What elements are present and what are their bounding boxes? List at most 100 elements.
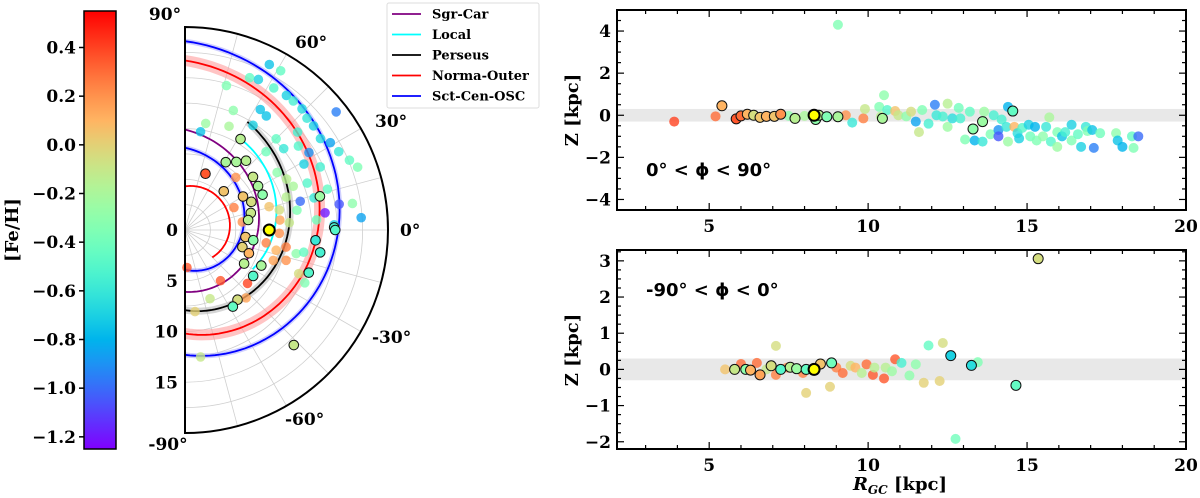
angular-gridline: [184, 33, 238, 231]
data-point: [882, 105, 893, 115]
data-point: [934, 375, 945, 386]
data-point: [832, 19, 843, 30]
data-point: [923, 340, 934, 351]
data-point: [937, 337, 948, 348]
polar-point: [284, 217, 295, 228]
polar-point: [264, 201, 274, 212]
polar-point: [271, 245, 281, 256]
polar-point: [228, 105, 239, 116]
data-point: [945, 350, 957, 362]
polar-point: [281, 255, 291, 266]
polar-point: [310, 234, 321, 246]
data-point: [917, 105, 928, 115]
legend-label: Sgr-Car: [432, 8, 488, 23]
data-point: [745, 364, 757, 376]
data-point: [858, 113, 869, 124]
data-point: [869, 362, 880, 373]
polar-point: [242, 214, 254, 226]
y-tick-label: 4: [599, 22, 611, 42]
polar-point: [325, 137, 336, 148]
top-y-axis-label: Z [kpc]: [562, 74, 583, 146]
polar-point: [182, 262, 192, 273]
x-tick-label: 10: [856, 456, 880, 476]
polar-point: [243, 247, 255, 259]
data-point: [964, 106, 975, 117]
polar-point: [261, 238, 272, 248]
data-point: [720, 364, 731, 375]
data-point: [1060, 127, 1071, 138]
polar-point: [221, 80, 232, 91]
angle-tick-label: -90°: [148, 435, 187, 455]
y-tick-label: 1: [599, 324, 611, 344]
x-axis-label-sub: GC: [868, 483, 888, 497]
polar-point: [311, 215, 322, 225]
polar-point: [356, 212, 366, 223]
polar-point: [253, 74, 264, 85]
polar-point: [275, 65, 286, 76]
polar-point: [190, 306, 200, 317]
angle-tick-label: 60°: [295, 33, 327, 53]
data-point: [861, 359, 872, 370]
data-point: [716, 100, 728, 112]
polar-point: [230, 172, 241, 183]
angular-gridline: [184, 53, 287, 231]
data-point: [789, 112, 801, 124]
data-point: [886, 366, 897, 377]
y-tick-label: −2: [585, 433, 611, 453]
polar-point: [200, 118, 211, 129]
data-point: [669, 116, 680, 127]
angular-gridline: [184, 177, 382, 231]
data-point: [1066, 119, 1077, 130]
colorbar: 0.4 0.2 0.0 −0.2 −0.4 −0.6 −0.8 −1.0 −1.2 [Fe/H]: [2, 10, 117, 450]
polar-point: [247, 270, 259, 282]
axes-frame: [616, 249, 1187, 450]
data-point: [969, 135, 980, 146]
radial-tick-label: 0: [166, 221, 178, 241]
polar-point: [347, 198, 358, 209]
data-point: [913, 127, 924, 138]
bottom-y-axis-label: Z [kpc]: [562, 314, 583, 386]
data-point: [1052, 141, 1063, 152]
data-point: [904, 370, 915, 381]
data-point: [1030, 121, 1041, 132]
top-panel: 5 10 15 20 −4 −2 0 2 4: [585, 9, 1198, 237]
polar-point: [292, 127, 303, 137]
colorbar-label: [Fe/H]: [2, 198, 23, 262]
angle-tick-label: -30°: [372, 328, 411, 348]
polar-point: [303, 267, 315, 278]
data-point: [1032, 253, 1044, 265]
polar-point: [274, 228, 285, 239]
polar-point: [344, 155, 355, 165]
polar-frame: [184, 25, 389, 435]
y-tick-label: −1: [585, 397, 611, 417]
data-point: [1088, 142, 1099, 153]
data-point: [910, 116, 921, 127]
arm-perseus: [184, 121, 291, 312]
data-point: [765, 360, 777, 372]
x-tick-label: 15: [1015, 456, 1039, 476]
legend-label: Local: [432, 28, 471, 43]
x-tick-label: 20: [1174, 217, 1198, 237]
data-point: [1066, 135, 1077, 146]
legend: Sgr-Car Local Perseus Norma-Outer Sct-Cen-OS…: [386, 2, 540, 109]
legend-label: Sct-Cen-OSC: [432, 90, 525, 105]
polar-point: [237, 241, 248, 253]
angle-tick-label: 30°: [375, 112, 407, 132]
polar-point: [247, 171, 259, 183]
data-point: [977, 116, 989, 128]
angular-gridline: [184, 229, 362, 332]
data-point: [923, 118, 934, 129]
sun-marker: [807, 108, 821, 122]
polar-point: [293, 268, 304, 279]
axes-frame: [616, 9, 1187, 211]
polar-point: [331, 107, 341, 117]
data-point: [937, 111, 948, 122]
polar-point: [268, 255, 279, 266]
polar-point: [293, 141, 304, 151]
data-point: [918, 377, 929, 388]
y-tick-label: −4: [585, 190, 611, 210]
polar-point: [256, 260, 267, 271]
x-tick-label: 5: [703, 456, 715, 476]
polar-point: [288, 96, 299, 106]
y-tick-label: 2: [599, 64, 611, 84]
